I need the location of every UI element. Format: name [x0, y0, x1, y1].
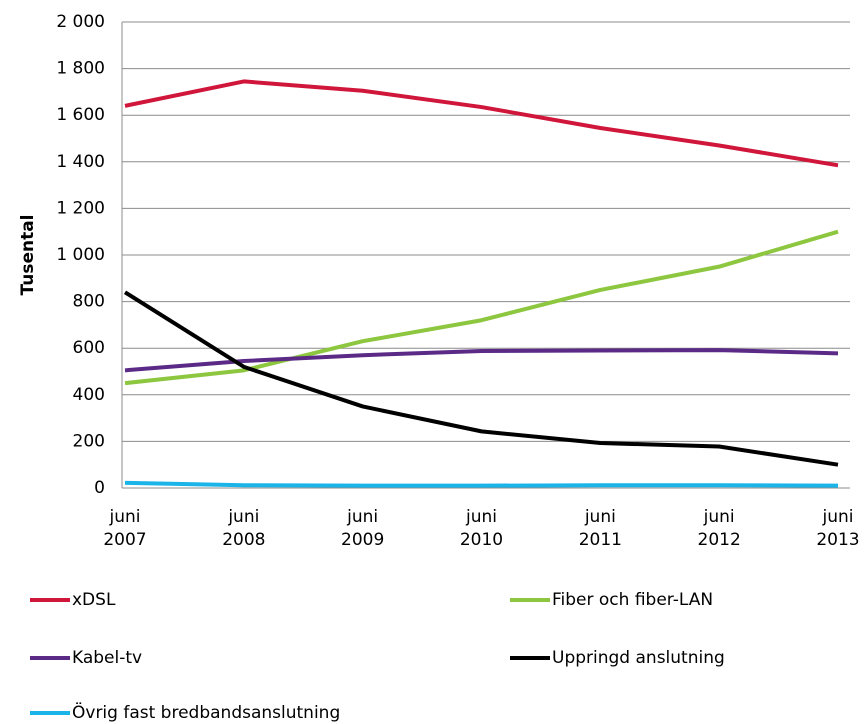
- x-tick-label: juni 2010: [459, 507, 504, 550]
- x-tick-label: juni 2009: [341, 507, 385, 550]
- series-line: [124, 480, 839, 488]
- x-tick-label: juni 2007: [103, 507, 147, 550]
- series-line: [123, 290, 839, 467]
- y-tick-label: 600: [73, 338, 105, 358]
- x-tick-label: juni 2011: [578, 507, 622, 550]
- y-tick-label: 400: [73, 385, 105, 405]
- legend-label: Fiber och fiber-LAN: [552, 590, 713, 610]
- y-tick-label: 1 000: [56, 245, 105, 265]
- y-tick-label: 1 200: [56, 198, 105, 218]
- legend-label: Övrig fast bredbandsanslutning: [72, 701, 340, 723]
- legend-label: Kabel-tv: [72, 648, 142, 668]
- y-tick-label: 1 600: [56, 105, 105, 125]
- series-line: [124, 79, 839, 168]
- series-line: [124, 348, 839, 373]
- y-tick-label: 0: [94, 478, 105, 498]
- y-tick-label: 800: [73, 292, 105, 312]
- x-tick-label: juni 2008: [222, 507, 266, 550]
- y-tick-label: 200: [73, 431, 105, 451]
- legend-label: Uppringd anslutning: [552, 648, 725, 668]
- legend-label: xDSL: [72, 590, 116, 610]
- y-axis-label: Tusental: [18, 214, 38, 295]
- y-tick-label: 1 400: [56, 152, 105, 172]
- y-tick-label: 1 800: [56, 59, 105, 79]
- x-tick-label: juni 2013: [816, 507, 860, 550]
- x-tick-label: juni 2012: [697, 507, 741, 550]
- series-line: [124, 229, 839, 386]
- y-tick-label: 2 000: [56, 12, 105, 32]
